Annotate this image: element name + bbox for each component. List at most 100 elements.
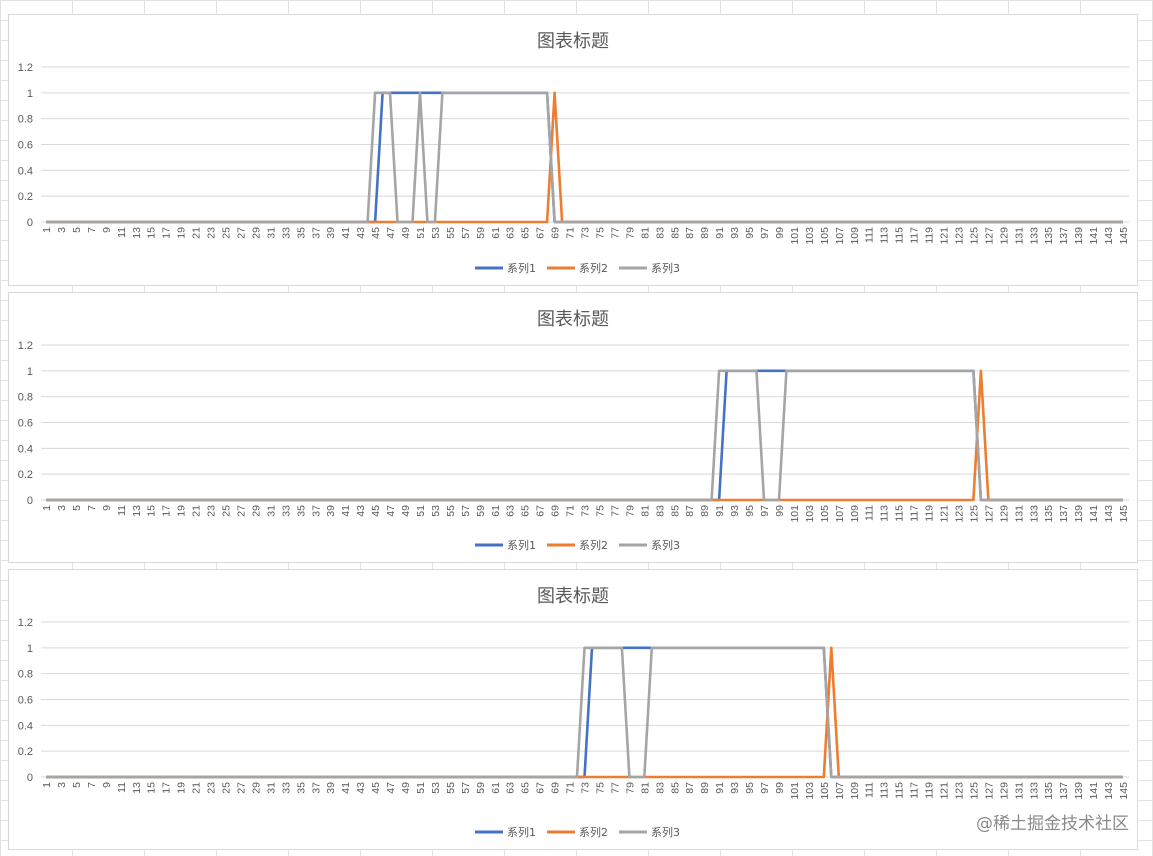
- x-tick-label: 101: [789, 227, 801, 245]
- x-tick-label: 105: [819, 227, 831, 245]
- x-tick-label: 83: [654, 227, 666, 239]
- x-tick-label: 1: [41, 227, 53, 233]
- x-tick-label: 79: [624, 227, 636, 239]
- series-line-系列3: [46, 646, 1123, 779]
- x-tick-label: 1: [41, 782, 53, 788]
- x-tick-label: 43: [355, 227, 367, 239]
- x-tick-label: 143: [1103, 227, 1115, 245]
- x-tick-label: 131: [1013, 782, 1025, 800]
- x-tick-label: 65: [520, 505, 532, 517]
- x-tick-label: 31: [265, 782, 277, 794]
- series-line-系列3: [46, 91, 1123, 224]
- line-chart-2: 00.20.40.60.811.21 3 5 7 9 11 13 15 17 19 21 23 25 27…: [18, 340, 1130, 552]
- x-tick-label: 53: [430, 782, 442, 794]
- x-tick-label: 93: [729, 227, 741, 239]
- x-tick-label: 33: [280, 227, 292, 239]
- x-tick-label: 41: [340, 227, 352, 239]
- x-tick-label: 55: [445, 782, 457, 794]
- series-line-系列3: [46, 369, 1123, 502]
- x-tick-label: 61: [490, 782, 502, 794]
- legend-label: 系列3: [651, 825, 680, 839]
- x-tick-label: 35: [295, 227, 307, 239]
- x-tick-label: 13: [131, 782, 143, 794]
- y-tick-label: 0.4: [18, 165, 33, 177]
- x-tick-label: 105: [819, 505, 831, 523]
- x-tick-label: 133: [1028, 782, 1040, 800]
- x-tick-label: 65: [520, 782, 532, 794]
- x-tick-label: 39: [325, 782, 337, 794]
- x-tick-label: 29: [250, 505, 262, 517]
- x-tick-label: 59: [475, 505, 487, 517]
- x-tick-label: 135: [1043, 227, 1055, 245]
- line-chart-3: 00.20.40.60.811.21 3 5 7 9 11 13 15 17 19 21 23 25 27…: [18, 617, 1130, 839]
- x-tick-label: 137: [1058, 505, 1070, 523]
- x-tick-label: 41: [340, 782, 352, 794]
- legend-label: 系列2: [579, 261, 608, 275]
- x-tick-label: 19: [176, 227, 188, 239]
- x-tick-label: 81: [639, 227, 651, 239]
- chart-title: 图表标题: [537, 309, 609, 330]
- x-tick-label: 69: [550, 782, 562, 794]
- x-tick-label: 11: [116, 505, 128, 516]
- x-tick-label: 47: [385, 505, 397, 517]
- x-tick-label: 121: [939, 227, 951, 245]
- x-tick-label: 45: [370, 782, 382, 794]
- x-tick-label: 123: [953, 227, 965, 245]
- chart-panel-2[interactable]: 图表标题 0 0.2 0.4 0.6 0.8 1 1.2 1 3 5 7 9 11 13 15 17 19 21 2…: [8, 292, 1138, 563]
- x-tick-label: 19: [176, 782, 188, 794]
- x-tick-label: 133: [1028, 505, 1040, 523]
- x-tick-label: 69: [550, 505, 562, 517]
- x-tick-label: 33: [280, 505, 292, 517]
- y-tick-label: 0.2: [18, 746, 33, 758]
- x-tick-label: 7: [86, 782, 98, 788]
- x-tick-label: 15: [146, 505, 158, 517]
- x-tick-label: 143: [1103, 782, 1115, 800]
- chart-panel-1[interactable]: 图表标题 0 0.2 0.4 0.6 0.8 1 1.2 1 3 5 7 9 11 13 15 17 19 21 2…: [8, 14, 1138, 286]
- x-tick-label: 127: [983, 505, 995, 523]
- x-tick-label: 143: [1103, 505, 1115, 523]
- x-tick-label: 41: [340, 505, 352, 517]
- x-tick-label: 123: [953, 782, 965, 800]
- y-tick-label: 0.8: [18, 114, 33, 126]
- x-tick-label: 3: [56, 505, 68, 511]
- x-tick-label: 145: [1118, 782, 1130, 800]
- y-tick-label: 0.6: [18, 140, 33, 152]
- series-line-系列1: [46, 91, 1123, 224]
- x-tick-label: 145: [1118, 227, 1130, 245]
- x-tick-label: 81: [639, 782, 651, 794]
- chart-panel-3[interactable]: 图表标题 0 0.2 0.4 0.6 0.8 1 1.2 1 3 5 7 9 11 13 15 17 19 21 2…: [8, 569, 1138, 850]
- x-tick-label: 115: [894, 227, 906, 244]
- x-tick-label: 55: [445, 505, 457, 517]
- x-tick-label: 57: [460, 782, 472, 794]
- x-tick-label: 59: [475, 782, 487, 794]
- x-tick-label: 121: [939, 782, 951, 800]
- legend-label: 系列1: [507, 261, 536, 275]
- x-tick-label: 111: [864, 505, 876, 521]
- x-tick-label: 39: [325, 227, 337, 239]
- x-tick-label: 137: [1058, 782, 1070, 800]
- x-tick-label: 73: [580, 782, 592, 794]
- x-tick-label: 27: [235, 505, 247, 517]
- x-tick-label: 5: [71, 782, 83, 788]
- series-line-系列2: [46, 369, 1123, 502]
- x-tick-label: 37: [310, 505, 322, 517]
- y-tick-label: 0: [27, 495, 33, 507]
- x-tick-label: 99: [774, 227, 786, 239]
- x-tick-label: 95: [744, 782, 756, 794]
- x-tick-label: 1: [41, 505, 53, 511]
- x-tick-label: 83: [654, 782, 666, 794]
- x-tick-label: 5: [71, 505, 83, 511]
- x-tick-label: 9: [101, 505, 113, 511]
- x-tick-label: 23: [206, 782, 218, 794]
- x-tick-label: 37: [310, 227, 322, 239]
- legend-label: 系列1: [507, 538, 536, 552]
- x-tick-label: 119: [924, 782, 936, 799]
- x-tick-label: 21: [191, 505, 203, 517]
- x-tick-label: 3: [56, 782, 68, 788]
- x-tick-label: 91: [714, 505, 726, 517]
- line-chart-1: 00.20.40.60.811.21 3 5 7 9 11 13 15 17 19 21 23 25 27…: [18, 62, 1130, 275]
- x-tick-label: 81: [639, 505, 651, 517]
- x-tick-label: 71: [565, 782, 577, 794]
- x-tick-label: 71: [565, 227, 577, 239]
- legend-label: 系列1: [507, 825, 536, 839]
